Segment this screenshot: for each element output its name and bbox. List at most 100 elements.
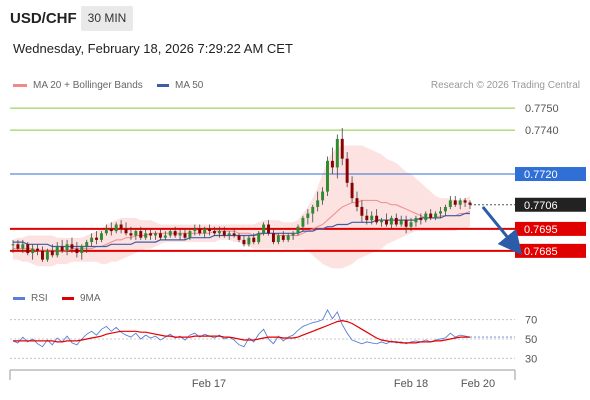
candle-body [183,233,187,238]
rsi-tick-label: 30 [525,353,537,365]
candle-body [409,222,413,227]
legend-ma50: MA 50 [157,80,203,91]
candle [301,215,305,232]
candle [267,220,271,236]
legend-ma20: MA 20 + Bollinger Bands [13,80,143,91]
candle-body [158,233,162,238]
candle [119,220,123,234]
candle-body [429,213,433,218]
candle [139,226,143,240]
candle [149,228,153,240]
candle [409,217,413,232]
candle-body [419,217,423,221]
candle [208,224,212,236]
candle [453,195,457,207]
candle-body [340,138,344,159]
candle [36,244,40,256]
candle-body [360,206,364,216]
ma20-line [13,199,471,252]
resistance-label: 0.7750 [525,103,559,115]
candle [257,231,261,245]
candle [365,209,369,225]
rsi-tick-label: 50 [525,334,537,346]
candle-body [424,213,428,221]
candle [399,215,403,227]
copyright-text: Research © 2026 Trading Central [430,80,580,91]
candle-body [267,224,271,234]
candle [26,242,30,256]
candle-body [384,220,388,225]
candle [163,231,167,240]
candle-body [345,158,349,183]
candle-body [237,235,241,240]
level-labels: 0.7750 0.7740 0.7720 0.7706 0.7695 0.7685 [515,103,586,258]
last-price-label-bg [515,197,586,212]
candle-body [16,244,20,249]
candle [227,231,231,240]
candle-body [321,191,325,201]
candle-body [188,231,192,238]
candle [242,235,246,247]
candle [439,206,442,218]
candle [212,226,216,236]
candle [404,215,408,234]
candle-body [306,213,310,218]
candle [424,211,428,223]
candle [281,231,285,243]
rsi-line [12,309,471,348]
candle [389,215,393,229]
instrument-pair: USD/CHF [10,10,77,27]
candle [222,226,226,238]
legend-ma50-label: MA 50 [175,80,204,91]
candle [60,239,64,254]
candle [80,244,84,260]
timeframe-badge[interactable]: 30 MIN [81,6,133,31]
candle-body [458,200,462,205]
candle-body [119,224,123,229]
time-axis: Feb 17 Feb 18 Feb 20 [9,369,516,390]
candle [193,224,197,236]
candle [65,239,69,256]
rsi-panel: 70 50 30 [10,309,537,365]
candle-body [50,250,54,256]
candle [183,228,187,240]
candle-body [286,235,290,240]
candle [168,228,172,238]
candle [311,204,315,223]
chart-datetime: Wednesday, February 18, 2026 7:29:22 AM … [13,41,293,56]
candle-body [168,231,172,236]
candle-body [85,242,89,247]
candle [321,187,325,205]
candle [203,226,207,238]
candle [429,209,433,221]
candle [448,195,452,210]
candle-body [222,231,226,236]
candle-body [217,231,221,234]
candle-body [124,228,128,234]
legend-ma20-label: MA 20 + Bollinger Bands [33,80,143,91]
candle [90,233,94,247]
forecast-arrow-line [481,206,523,255]
candle [217,226,221,238]
candle-body [55,246,59,256]
candle [173,226,177,238]
candle-body [350,182,354,199]
candle [45,248,49,262]
candle [306,209,310,225]
candle-body [311,206,315,214]
candle-body [301,217,305,227]
candle [75,242,79,258]
support-label-bg [515,243,586,258]
candle-body [330,160,334,168]
candle [114,222,118,234]
candle-body [36,248,40,251]
candle [252,233,256,245]
pivot-label: 0.7720 [524,169,558,181]
candle-body [90,237,94,243]
candle [414,215,418,227]
candle [380,217,384,227]
moving-averages [13,199,471,252]
ma50-line [13,212,470,248]
candle [434,211,438,221]
